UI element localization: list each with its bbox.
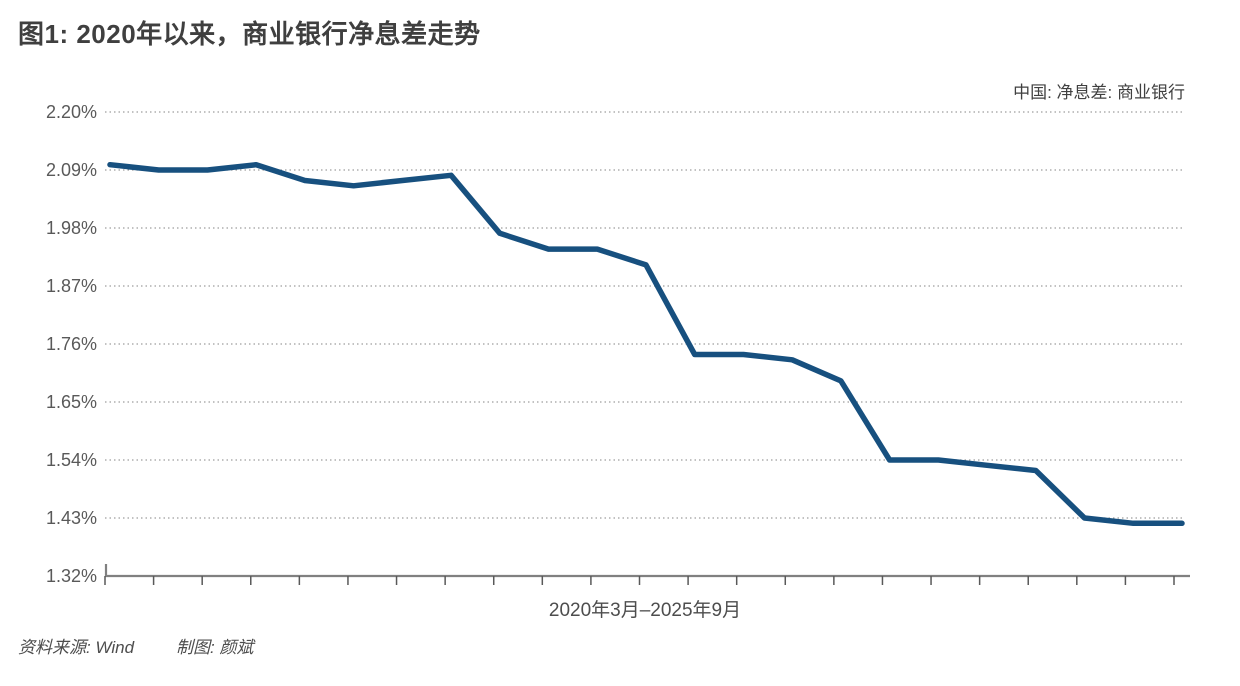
- chart-title: 图1: 2020年以来，商业银行净息差走势: [18, 19, 481, 49]
- y-axis-tick-label: 1.76%: [45, 334, 97, 354]
- x-axis-range-label: 2020年3月–2025年9月: [548, 600, 742, 621]
- y-axis-tick-label: 1.87%: [45, 276, 97, 296]
- y-axis-tick-label: 2.09%: [45, 160, 97, 180]
- series-legend-label: 中国: 净息差: 商业银行: [1013, 83, 1185, 102]
- y-axis-tick-label: 1.54%: [45, 450, 97, 470]
- nim-line-series: [107, 161, 1185, 527]
- y-axis-tick-label: 1.65%: [45, 392, 97, 412]
- y-axis-tick-label: 1.98%: [45, 218, 97, 238]
- data-source-label: 资料来源: Wind: [18, 638, 135, 657]
- chart-credit-label: 制图: 颜斌: [176, 638, 254, 657]
- y-axis-tick-label: 2.20%: [45, 102, 97, 122]
- footer: 资料来源: Wind 制图: 颜斌: [18, 633, 253, 658]
- y-axis-tick-label: 1.43%: [45, 508, 97, 528]
- y-axis-tick-label: 1.32%: [45, 566, 97, 586]
